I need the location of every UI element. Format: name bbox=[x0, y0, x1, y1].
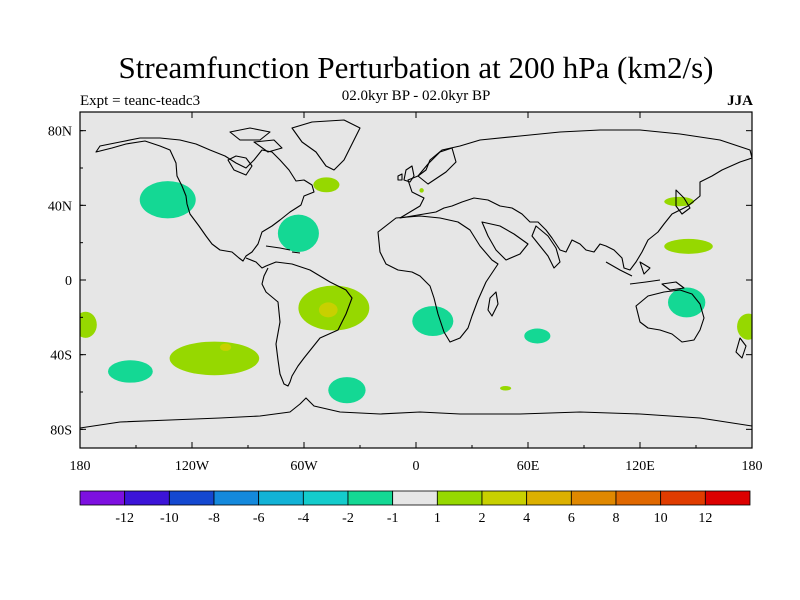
anomaly-layer bbox=[80, 177, 752, 404]
coastline-maritime-continent bbox=[605, 261, 685, 291]
anomaly-west-atlantic-negative bbox=[277, 214, 319, 252]
coastline-eurasia bbox=[399, 129, 752, 271]
colorbar-label: 6 bbox=[568, 511, 575, 526]
anomaly-europe-small-positive bbox=[419, 188, 424, 193]
x-tick-label: 180 bbox=[742, 459, 763, 474]
coastline-caribbean bbox=[265, 245, 301, 254]
colorbar-swatch bbox=[660, 490, 706, 506]
x-tick-label: 0 bbox=[413, 459, 420, 474]
coastline-africa bbox=[377, 215, 499, 343]
coastline-south-america bbox=[245, 257, 353, 387]
coastline-north-america bbox=[95, 137, 315, 262]
colorbar-label: -10 bbox=[160, 511, 179, 526]
coastline-british-isles bbox=[397, 165, 415, 183]
colorbar-swatch bbox=[213, 490, 260, 506]
colorbar-label: -12 bbox=[115, 511, 134, 526]
anomaly-west-pacific-positive bbox=[664, 238, 713, 254]
anomaly-southern-africa-negative bbox=[412, 306, 454, 337]
colorbar-swatch bbox=[258, 490, 304, 506]
colorbar-label: 2 bbox=[479, 511, 486, 526]
anomaly-south-pacific-negative bbox=[107, 360, 153, 383]
anomaly-japan-positive bbox=[664, 196, 695, 207]
coastline-scandinavia bbox=[417, 147, 457, 185]
y-tick-label: 40N bbox=[48, 199, 72, 214]
x-tick-label: 180 bbox=[70, 459, 91, 474]
chart-title: Streamfunction Perturbation at 200 hPa (… bbox=[118, 50, 714, 85]
anomaly-south-america-core-2 bbox=[318, 302, 338, 318]
period-label: 02.0kyr BP - 02.0kyr BP bbox=[341, 88, 491, 104]
x-tick-label: 60E bbox=[517, 459, 540, 474]
y-tick-label: 80S bbox=[50, 423, 72, 438]
experiment-label: Expt = teanc-teadc3 bbox=[80, 93, 201, 109]
colorbar-swatch bbox=[392, 490, 438, 506]
colorbar-label: 10 bbox=[654, 511, 668, 526]
colorbar-swatch bbox=[79, 490, 126, 506]
coastline-hudson-bay bbox=[227, 155, 253, 176]
anomaly-north-atlantic-positive bbox=[313, 177, 340, 193]
colorbar-swatch bbox=[481, 490, 528, 506]
y-tick-label: 0 bbox=[65, 274, 72, 289]
map-background bbox=[80, 112, 752, 448]
anomaly-southern-ocean-small-positive bbox=[500, 386, 512, 391]
coastline-japan bbox=[675, 189, 691, 215]
anomaly-north-pacific-negative bbox=[139, 181, 196, 219]
colorbar-swatch bbox=[526, 490, 572, 506]
colorbar-label: 4 bbox=[523, 511, 530, 526]
anomaly-southeast-pacific-core-2 bbox=[220, 343, 232, 351]
coastline-australia bbox=[635, 289, 705, 343]
colorbar-swatch bbox=[615, 490, 662, 506]
anomaly-dateline-west-positive bbox=[80, 311, 97, 338]
y-tick-label: 80N bbox=[48, 125, 72, 140]
anomaly-dateline-east-positive bbox=[737, 313, 752, 340]
coastlines bbox=[80, 119, 752, 429]
colorbar-swatch bbox=[704, 490, 751, 506]
anomaly-indian-ocean-negative bbox=[524, 328, 551, 344]
colorbar-swatch bbox=[302, 490, 349, 506]
coastline-madagascar bbox=[487, 291, 499, 317]
anomaly-south-atlantic-negative bbox=[328, 377, 366, 404]
colorbar-label: -6 bbox=[253, 511, 265, 526]
colorbar-swatch bbox=[436, 490, 483, 506]
colorbar-label: -4 bbox=[297, 511, 309, 526]
colorbar-label: -1 bbox=[387, 511, 399, 526]
colorbar-swatch bbox=[570, 490, 617, 506]
x-tick-label: 60W bbox=[290, 459, 318, 474]
colorbar-label: 1 bbox=[434, 511, 441, 526]
coastline-india bbox=[531, 225, 561, 269]
coastline-arabia bbox=[481, 221, 529, 261]
coastline-antarctica bbox=[80, 397, 752, 429]
colorbar: -12 -10 -8 -6 -4 -2 -1 1 2 4 6 8 10 12 bbox=[79, 490, 751, 526]
x-tick-label: 120W bbox=[175, 459, 210, 474]
colorbar-label: -2 bbox=[342, 511, 354, 526]
colorbar-swatch bbox=[347, 490, 394, 506]
coastline-new-zealand bbox=[735, 337, 747, 359]
colorbar-label: -8 bbox=[208, 511, 220, 526]
anomaly-australia-negative bbox=[668, 287, 706, 318]
coastline-greenland bbox=[291, 119, 361, 171]
y-tick-label: 40S bbox=[50, 349, 72, 364]
x-tick-label: 120E bbox=[625, 459, 655, 474]
colorbar-swatch bbox=[124, 490, 170, 506]
season-label: JJA bbox=[727, 93, 753, 109]
anomaly-southeast-pacific-positive bbox=[169, 341, 260, 376]
colorbar-label: 8 bbox=[613, 511, 620, 526]
colorbar-swatch bbox=[168, 490, 215, 506]
coastline-arctic-islands bbox=[229, 127, 283, 153]
axis-ticks: 180 120W 60W 0 60E 120E 180 80N 40N 0 40S 80S bbox=[48, 112, 763, 474]
colorbar-label: 12 bbox=[698, 511, 712, 526]
